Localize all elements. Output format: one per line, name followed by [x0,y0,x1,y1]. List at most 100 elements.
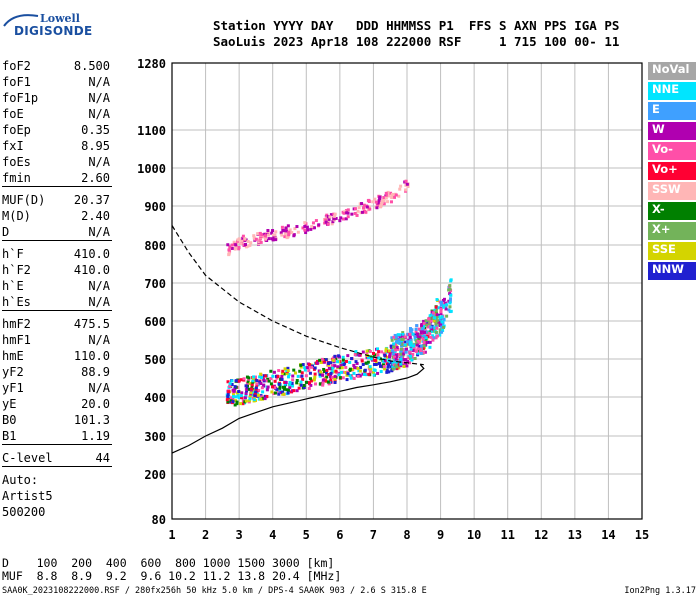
o-echo-mark [338,366,342,370]
o-echo-mark [309,365,313,369]
o-echo-mark [322,359,326,363]
x-echo-mark [437,321,441,325]
o-echo-mark [264,374,268,378]
o-echo-mark [327,372,331,376]
x-echo-mark [399,354,403,358]
o-echo-mark [265,379,269,383]
o-echo-mark [395,367,399,371]
o-echo-mark [416,353,420,357]
x-echo-mark [429,319,433,323]
second-hop-echo-mark [309,227,313,231]
x-echo-mark [411,352,415,356]
x-echo-mark [424,336,428,340]
o-echo-mark [286,389,290,393]
o-echo-mark [241,402,245,406]
o-echo-mark [240,391,244,395]
param-row-md: M(D) 2.40 [2,208,110,224]
o-echo-mark [266,377,270,381]
o-echo-mark [242,377,246,381]
o-echo-mark [239,402,243,406]
x-echo-mark [435,319,439,323]
param-name: h`E [2,279,24,293]
o-echo-mark [348,373,352,377]
o-echo-mark [434,305,438,309]
second-hop-echo-mark [273,233,277,237]
second-hop-echo-mark [295,225,299,229]
o-echo-mark [340,366,344,370]
o-echo-mark [243,396,247,400]
muf-frequency-row: MUF 8.8 8.9 9.2 9.6 10.2 11.2 13.8 20.4 … [2,569,342,583]
o-echo-mark [337,373,341,377]
x-echo-mark [408,327,412,331]
x-tick-label: 4 [269,528,276,542]
header-line-1: Station YYYY DAY DDD HHMMSS P1 FFS S AXN… [213,18,620,33]
x-echo-mark [445,314,449,318]
o-echo-mark [324,358,328,362]
o-echo-mark [301,377,305,381]
o-echo-mark [288,386,292,390]
o-echo-mark [321,383,325,387]
second-hop-echo-mark [399,184,403,188]
x-echo-mark [430,327,434,331]
param-row-ye: yE 20.0 [2,396,110,412]
o-echo-mark [267,379,271,383]
o-echo-mark [250,383,254,387]
o-echo-mark [365,351,369,355]
x-echo-mark [424,330,428,334]
o-echo-mark [272,392,276,396]
o-echo-mark [367,355,371,359]
o-echo-mark [228,382,232,386]
o-echo-mark [353,365,357,369]
o-echo-mark [372,373,376,377]
legend-item-x: X- [648,202,696,220]
o-echo-mark [354,350,358,354]
x-echo-mark [438,316,442,320]
o-echo-mark [329,361,333,365]
o-echo-mark [298,369,302,373]
second-hop-echo-mark [280,225,284,229]
x-echo-mark [409,341,413,345]
x-echo-mark [390,338,394,342]
o-echo-mark [354,366,358,370]
param-value: 8.500 [73,59,110,73]
o-echo-mark [405,364,409,368]
second-hop-echo-mark [317,223,321,227]
o-echo-mark [286,366,290,370]
o-echo-mark [346,372,350,376]
x-echo-mark [411,332,415,336]
o-echo-mark [232,393,236,397]
second-hop-echo-mark [404,179,408,183]
x-echo-mark [422,319,426,323]
param-value: 110.0 [73,349,110,363]
x-echo-mark [418,333,422,337]
x-echo-mark [448,287,452,291]
o-echo-mark [287,375,291,379]
param-value: N/A [88,75,110,89]
x-echo-mark [404,350,408,354]
o-echo-mark [258,375,262,379]
o-echo-mark [277,392,281,396]
param-name: 500200 [2,505,46,519]
x-echo-mark [434,322,438,326]
o-echo-mark [383,367,387,371]
o-echo-mark [251,379,255,383]
o-echo-mark [255,394,259,398]
o-echo-mark [301,363,305,367]
o-echo-mark [421,347,425,351]
o-echo-mark [274,374,278,378]
second-hop-echo-mark [398,187,402,191]
x-echo-mark [414,330,418,334]
x-echo-mark [429,325,433,329]
o-echo-mark [296,374,300,378]
second-hop-echo-mark [267,237,271,241]
second-hop-echo-mark [240,239,244,243]
x-echo-mark [448,305,452,309]
param-name: foF2 [2,59,31,73]
x-echo-mark [438,333,442,337]
x-echo-mark [413,356,417,360]
x-echo-mark [406,332,410,336]
x-echo-mark [399,349,403,353]
o-echo-mark [285,372,289,376]
x-echo-mark [399,352,403,356]
o-echo-mark [237,390,241,394]
